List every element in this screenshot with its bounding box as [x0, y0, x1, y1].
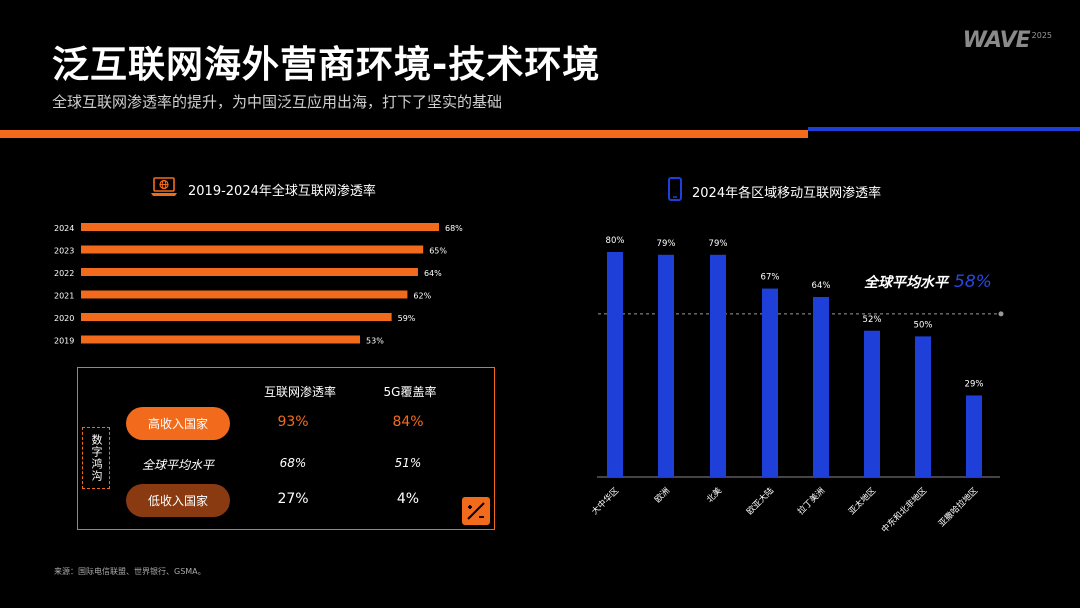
region-label: 欧亚大陆 — [744, 485, 776, 517]
laptop-globe-icon — [150, 177, 178, 201]
smartphone-icon — [668, 177, 682, 205]
year-label: 2022 — [54, 269, 74, 278]
region-label: 北美 — [704, 485, 724, 505]
left-chart-title: 2019-2024年全球互联网渗透率 — [150, 177, 376, 201]
bar-亚太地区 — [864, 330, 880, 477]
low-income-5g: 4% — [396, 491, 420, 507]
bar-value-label: 79% — [657, 239, 676, 249]
region-label: 拉丁美洲 — [795, 485, 827, 517]
left-chart-title-text: 2019-2024年全球互联网渗透率 — [188, 183, 376, 199]
header-divider-orange — [0, 130, 808, 138]
global-average-value: 58% — [954, 272, 992, 292]
logo-year: 2025 — [1031, 31, 1052, 40]
bar-2020 — [81, 313, 392, 321]
bar-2019 — [81, 335, 361, 344]
year-label: 2021 — [54, 292, 74, 301]
bar-value-label: 59% — [398, 314, 416, 323]
digital-divide-table — [77, 367, 495, 530]
region-label: 中东和北非地区 — [879, 485, 929, 535]
bar-2022 — [81, 268, 418, 276]
year-label: 2020 — [54, 314, 74, 323]
bar-value-label: 52% — [863, 315, 882, 325]
right-chart-title: 2024年各区域移动互联网渗透率 — [668, 177, 881, 205]
global-average-line-end — [998, 311, 1004, 317]
year-label: 2019 — [54, 337, 74, 346]
global-average-label: 全球平均水平 58% — [864, 272, 992, 292]
bar-欧亚大陆 — [762, 288, 778, 477]
right-chart-title-text: 2024年各区域移动互联网渗透率 — [692, 185, 882, 201]
region-label: 亚太地区 — [846, 485, 878, 517]
high-income-internet: 93% — [277, 414, 309, 430]
bar-value-label: 64% — [812, 281, 831, 291]
bar-2021 — [81, 290, 408, 299]
bar-2024 — [81, 223, 439, 231]
bar-value-label: 50% — [914, 320, 933, 330]
bar-大中华区 — [607, 252, 623, 477]
bar-拉丁美洲 — [813, 297, 829, 477]
bar-value-label: 62% — [413, 292, 431, 301]
global-average-text: 全球平均水平 — [864, 275, 948, 291]
year-label: 2024 — [54, 224, 74, 233]
row-label-low-income: 低收入国家 — [126, 484, 230, 517]
global-average-5g: 51% — [394, 456, 422, 470]
bar-value-label: 67% — [761, 273, 780, 283]
row-label-high-income: 高收入国家 — [126, 407, 230, 440]
region-label: 大中华区 — [589, 485, 621, 517]
bar-value-label: 65% — [429, 247, 447, 256]
page-title: 泛互联网海外营商环境-技术环境 — [52, 43, 601, 86]
digital-divide-label: 数字鸿沟 — [82, 427, 110, 489]
low-income-internet: 27% — [277, 491, 309, 507]
page-subtitle: 全球互联网渗透率的提升，为中国泛互应用出海，打下了坚实的基础 — [52, 93, 503, 111]
logo-text: WAVE — [962, 28, 1031, 53]
bar-欧洲 — [658, 254, 674, 477]
bar-2023 — [81, 245, 424, 254]
col-header-internet: 互联网渗透率 — [263, 385, 336, 399]
header-divider-blue — [808, 127, 1080, 131]
bar-北美 — [710, 254, 726, 477]
region-label: 亚撒哈拉地区 — [936, 485, 980, 529]
bar-中东和北非地区 — [915, 336, 931, 477]
col-header-5g: 5G覆盖率 — [383, 385, 437, 399]
bar-value-label: 80% — [606, 236, 625, 246]
bar-value-label: 64% — [424, 269, 442, 278]
source-note: 来源：国际电信联盟、世界银行、GSMA。 — [54, 567, 206, 576]
row-label-global-average: 全球平均水平 — [141, 458, 214, 472]
bar-value-label: 53% — [366, 337, 384, 346]
expand-icon[interactable] — [462, 497, 490, 525]
global-average-internet: 68% — [279, 456, 307, 470]
bar-亚撒哈拉地区 — [966, 395, 982, 477]
brand-logo: WAVE 2025 — [963, 28, 1052, 54]
bar-value-label: 29% — [965, 379, 984, 389]
bar-value-label: 68% — [445, 224, 463, 233]
year-label: 2023 — [54, 247, 74, 256]
high-income-5g: 84% — [392, 414, 424, 430]
bar-value-label: 79% — [709, 239, 728, 249]
region-label: 欧洲 — [652, 485, 672, 505]
